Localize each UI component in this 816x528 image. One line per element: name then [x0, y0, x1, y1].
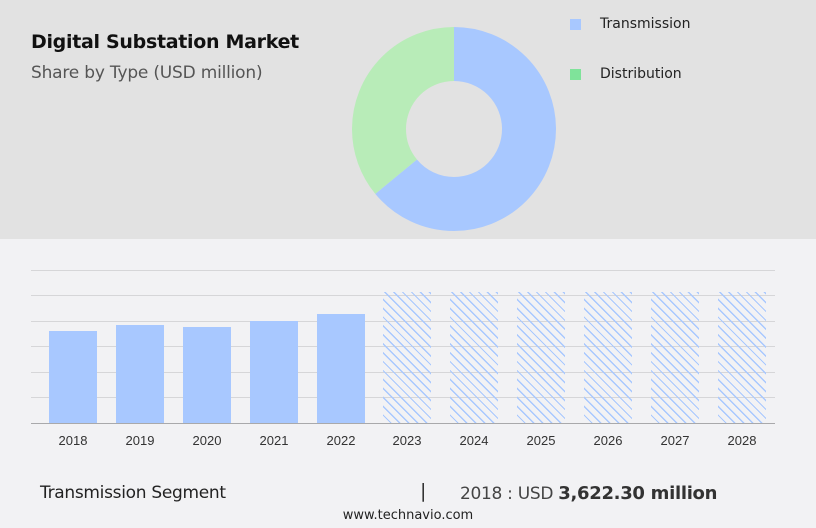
x-tick-label: 2024: [459, 433, 489, 448]
x-tick-label: 2027: [660, 433, 690, 448]
x-tick-label: 2021: [259, 433, 289, 448]
chart-title: Digital Substation Market: [31, 31, 299, 53]
bar-2018: [49, 331, 97, 423]
x-tick-label: 2022: [326, 433, 356, 448]
x-tick-label: 2025: [526, 433, 556, 448]
x-tick-label: 2019: [125, 433, 155, 448]
x-tick-label: 2023: [392, 433, 422, 448]
donut-chart: [352, 27, 556, 231]
gridline: [31, 270, 775, 271]
x-tick-label: 2018: [58, 433, 88, 448]
segment-label: Transmission Segment: [40, 483, 226, 503]
bar-2022: [317, 314, 365, 423]
legend-swatch-icon: [570, 18, 581, 30]
bar-2028-forecast: [718, 292, 766, 423]
bar-2023-forecast: [383, 292, 431, 423]
donut-slice-distribution: [352, 27, 556, 231]
legend-label: Distribution: [600, 66, 682, 82]
x-tick-label: 2028: [727, 433, 757, 448]
segment-value: 2018 : USD 3,622.30 million: [460, 483, 717, 504]
bar-2019: [116, 325, 164, 423]
footer-separator: |: [420, 480, 427, 502]
segment-value-prefix: 2018 : USD: [460, 484, 554, 504]
header-panel: Digital Substation Market Share by Type …: [0, 0, 816, 239]
legend-item-transmission: Transmission: [570, 16, 690, 32]
bar-2025-forecast: [517, 292, 565, 423]
bar-2020: [183, 327, 231, 423]
segment-value-amount: 3,622.30 million: [558, 483, 718, 504]
x-tick-label: 2020: [192, 433, 222, 448]
bar-2027-forecast: [651, 292, 699, 423]
legend-swatch-icon: [570, 68, 581, 80]
bar-2021: [250, 321, 298, 423]
bar-2026-forecast: [584, 292, 632, 423]
chart-subtitle: Share by Type (USD million): [31, 63, 263, 83]
legend-item-distribution: Distribution: [570, 66, 682, 82]
x-axis: [31, 423, 775, 424]
website-link[interactable]: www.technavio.com: [342, 508, 474, 523]
x-tick-label: 2026: [593, 433, 623, 448]
legend-label: Transmission: [600, 16, 691, 32]
bar-2024-forecast: [450, 292, 498, 423]
